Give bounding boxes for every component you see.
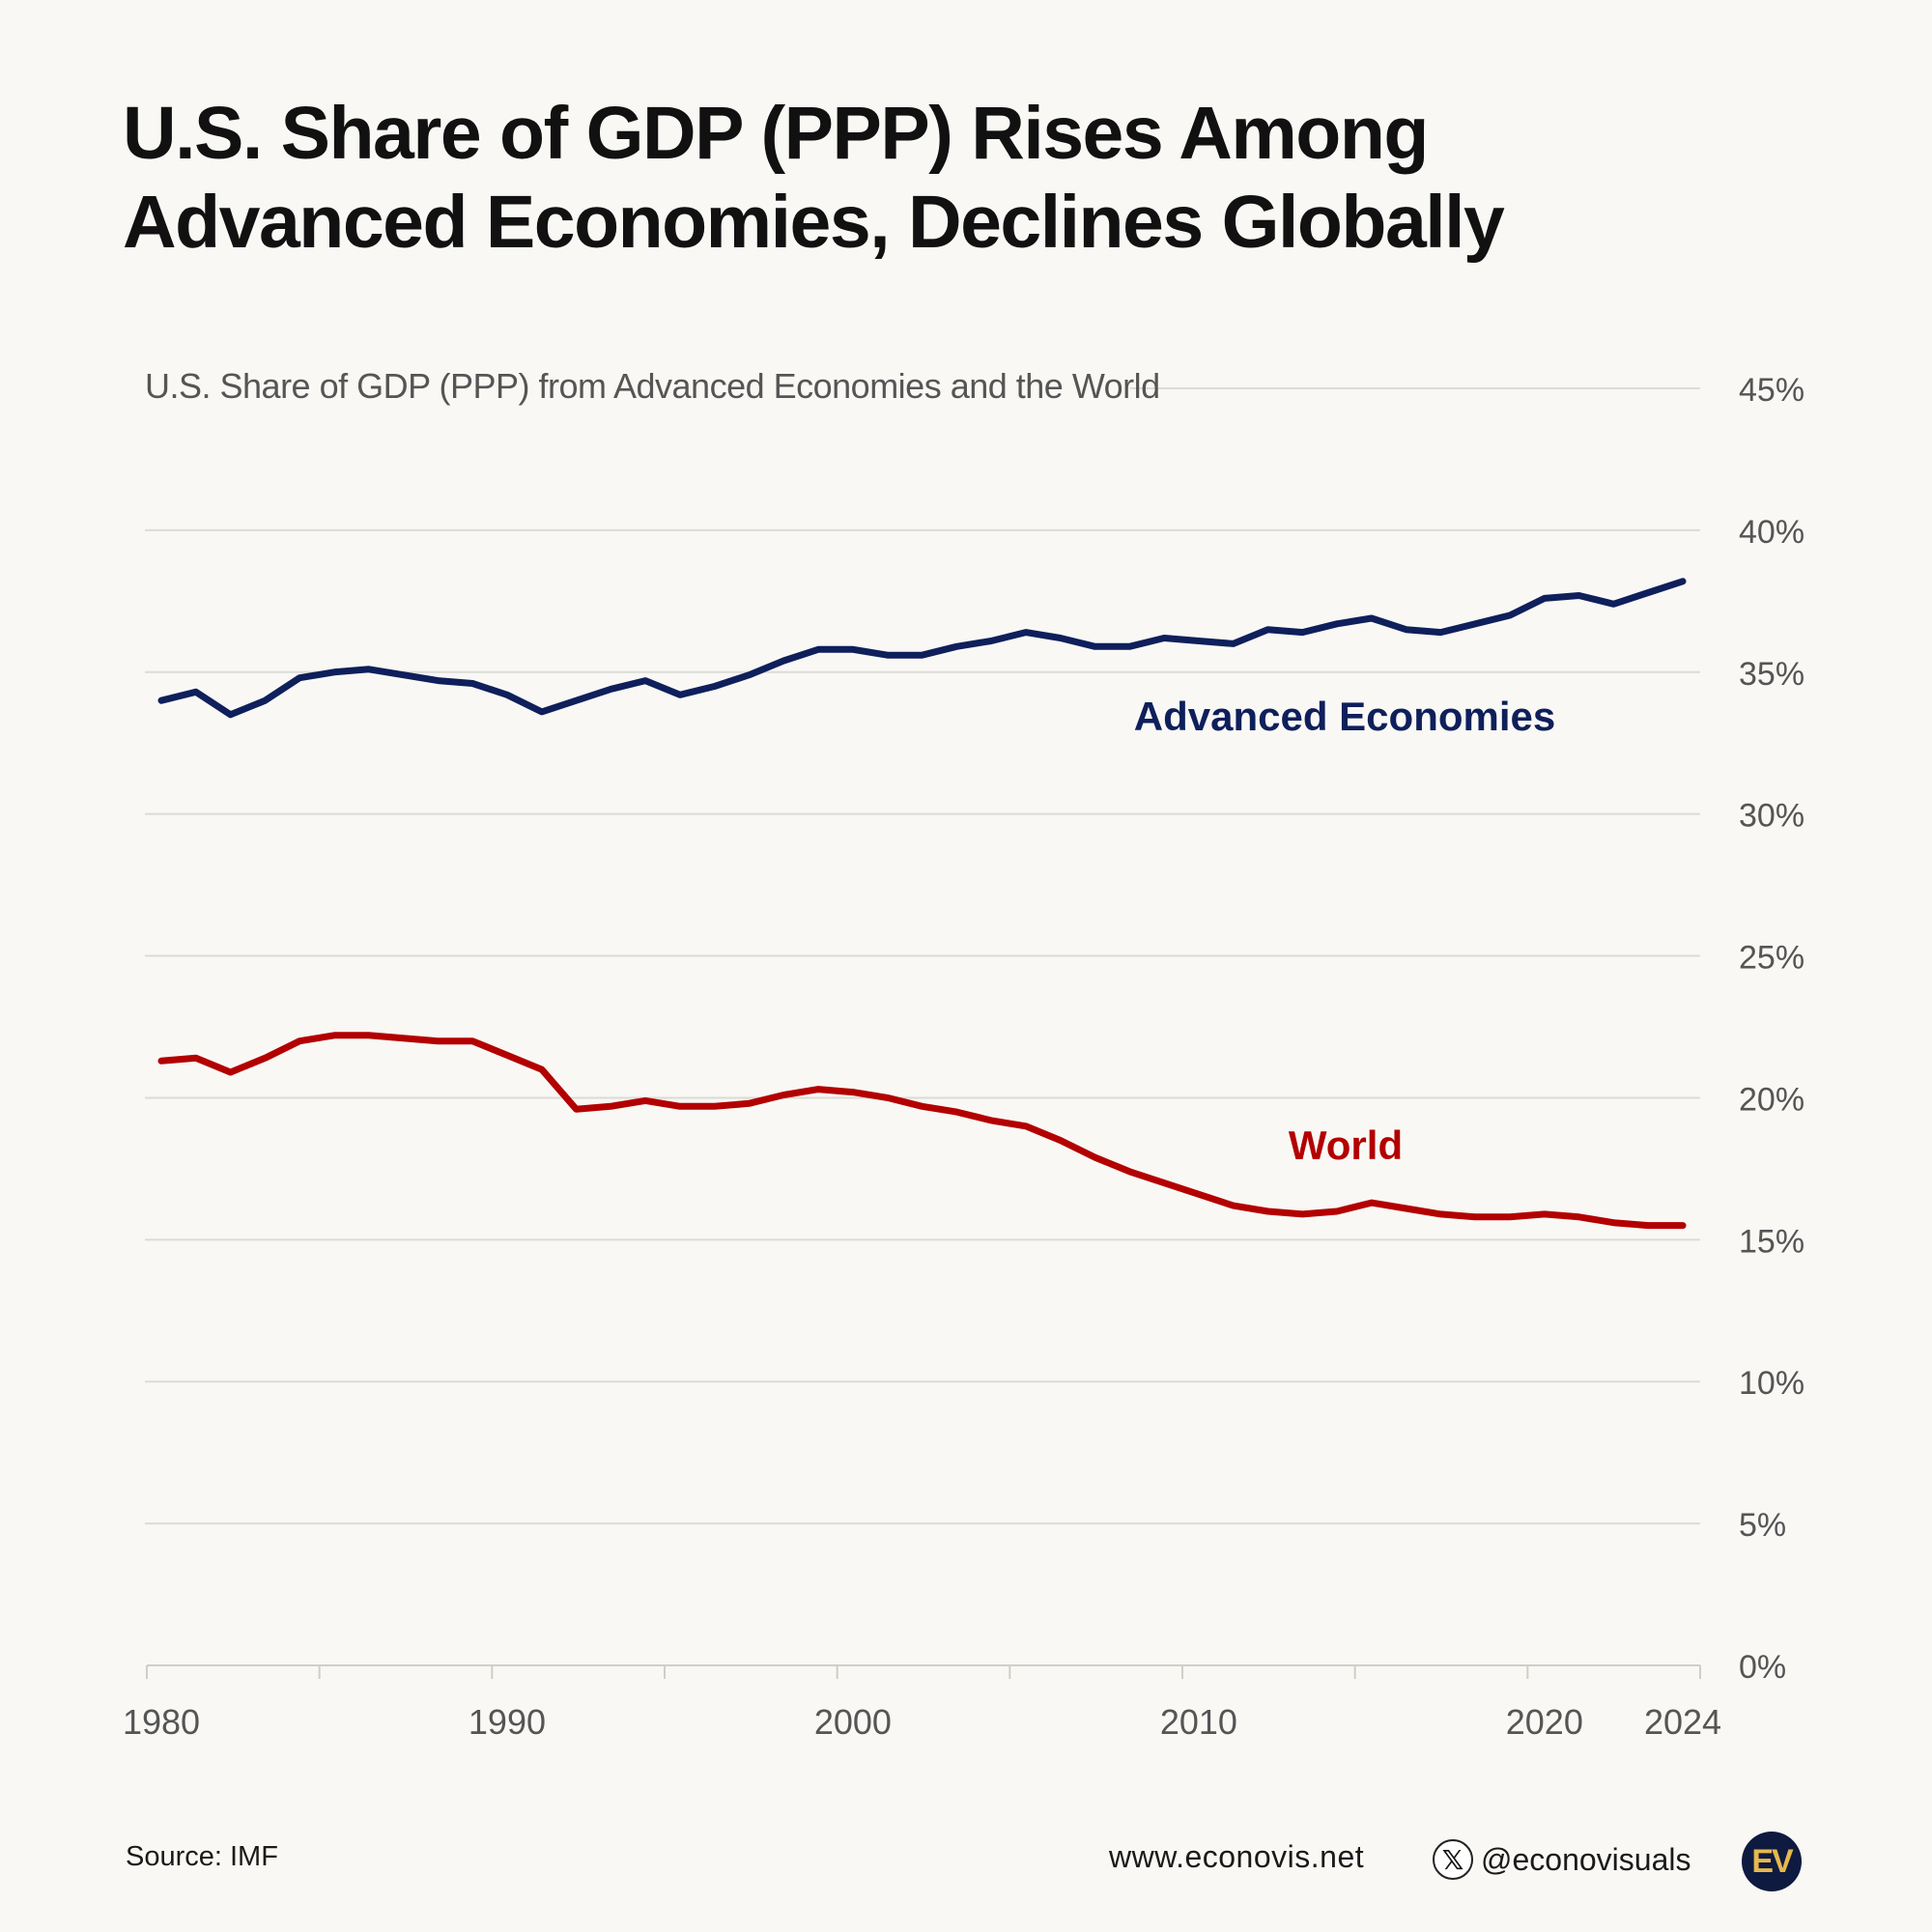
x-tick-label: 1990 [469, 1702, 546, 1742]
series-lines [157, 578, 1687, 1230]
social-handle-text: @econovisuals [1481, 1841, 1691, 1877]
y-tick-label: 5% [1739, 1507, 1786, 1544]
brand-logo-icon: EV [1742, 1832, 1802, 1891]
y-tick-label: 30% [1739, 798, 1804, 835]
series-line-world [157, 1032, 1687, 1230]
x-tick-label: 2024 [1644, 1702, 1721, 1742]
y-tick-label: 35% [1739, 656, 1804, 693]
y-tick-label: 40% [1739, 514, 1804, 551]
y-tick-label: 25% [1739, 940, 1804, 977]
x-axis: 1980 1990 2000 2010 2020 2024 [123, 1664, 1721, 1742]
y-tick-label: 45% [1739, 372, 1804, 409]
series-line-advanced-economies [157, 578, 1687, 719]
y-axis-tick-labels: 0% 5% 10% 15% 20% 25% 30% 35% 40% 45% [1739, 372, 1804, 1686]
series-label-advanced-economies: Advanced Economies [1134, 694, 1555, 739]
series-label-world: World [1289, 1122, 1403, 1168]
website-link[interactable]: www.econovis.net [1109, 1839, 1365, 1874]
y-tick-label: 20% [1739, 1081, 1804, 1118]
gridlines [145, 387, 1700, 1525]
page-title: U.S. Share of GDP (PPP) Rises Among Adva… [123, 89, 1572, 267]
social-handle[interactable]: 𝕏 @econovisuals [1433, 1839, 1690, 1880]
x-tick-label: 2000 [814, 1702, 892, 1742]
source-note: Source: IMF [126, 1841, 278, 1872]
x-tick-label: 1980 [123, 1702, 200, 1742]
y-tick-label: 10% [1739, 1365, 1804, 1402]
chart-subtitle: U.S. Share of GDP (PPP) from Advanced Ec… [145, 366, 1160, 406]
title-line-1: U.S. Share of GDP (PPP) Rises Among [123, 92, 1429, 175]
title-line-2: Advanced Economies, Declines Globally [123, 181, 1505, 264]
y-tick-label: 15% [1739, 1223, 1804, 1260]
y-tick-label: 0% [1739, 1649, 1786, 1686]
chart-subtitle-background [135, 365, 1130, 413]
x-logo-icon: 𝕏 [1433, 1839, 1473, 1880]
x-tick-label: 2010 [1160, 1702, 1237, 1742]
x-tick-label: 2020 [1506, 1702, 1583, 1742]
